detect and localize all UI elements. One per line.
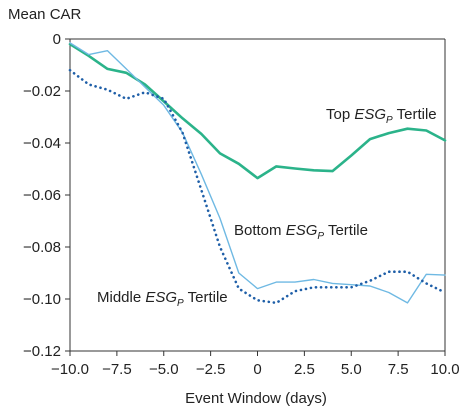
annotation-bottom-main: Bottom	[234, 222, 286, 239]
annotation-top-italic: ESG	[354, 106, 386, 123]
annotation-top-tertile: Top ESGP Tertile	[326, 106, 437, 126]
annotation-middle-sub: P	[177, 298, 184, 309]
y-tick-label: −0.06	[23, 187, 61, 204]
annotation-bottom-rest: Tertile	[324, 222, 368, 239]
x-tick-label: 0	[253, 361, 261, 378]
y-tick-label: −0.12	[23, 343, 61, 360]
x-tick-label: −5.0	[149, 361, 179, 378]
series-layer	[68, 42, 447, 305]
y-tick-label: −0.10	[23, 291, 61, 308]
series-line-top	[68, 42, 447, 180]
annotation-middle-main: Middle	[97, 289, 145, 306]
y-tick-label: 0	[53, 31, 61, 48]
annotation-top-sub: P	[386, 115, 393, 126]
annotation-middle-tertile: Middle ESGP Tertile	[97, 289, 228, 309]
x-tick-label: −7.5	[102, 361, 132, 378]
x-tick-label: 7.5	[388, 361, 409, 378]
annotation-bottom-italic: ESG	[286, 222, 318, 239]
annotation-middle-italic: ESG	[145, 289, 177, 306]
y-axis-ticks: 0 −0.02 −0.04 −0.06 −0.08 −0.10 −0.12	[23, 31, 70, 360]
x-axis-title: Event Window (days)	[185, 390, 327, 407]
x-tick-label: −2.5	[196, 361, 226, 378]
annotation-bottom-tertile: Bottom ESGP Tertile	[234, 222, 368, 242]
annotation-middle-rest: Tertile	[184, 289, 228, 306]
series-line-bottom	[69, 42, 446, 304]
y-tick-label: −0.02	[23, 83, 61, 100]
annotation-bottom-sub: P	[317, 231, 324, 242]
annotation-top-rest: Tertile	[393, 106, 437, 123]
x-tick-label: 5.0	[341, 361, 362, 378]
x-tick-label: −10.0	[51, 361, 89, 378]
y-tick-label: −0.08	[23, 239, 61, 256]
x-axis-ticks: −10.0 −7.5 −5.0 −2.5 0 2.5 5.0 7.5 10.0	[51, 351, 460, 378]
series-line-middle	[68, 68, 447, 305]
y-tick-label: −0.04	[23, 135, 61, 152]
y-axis-title: Mean CAR	[8, 6, 82, 23]
annotation-top-main: Top	[326, 106, 354, 123]
x-tick-label: 10.0	[430, 361, 459, 378]
x-tick-label: 2.5	[294, 361, 315, 378]
